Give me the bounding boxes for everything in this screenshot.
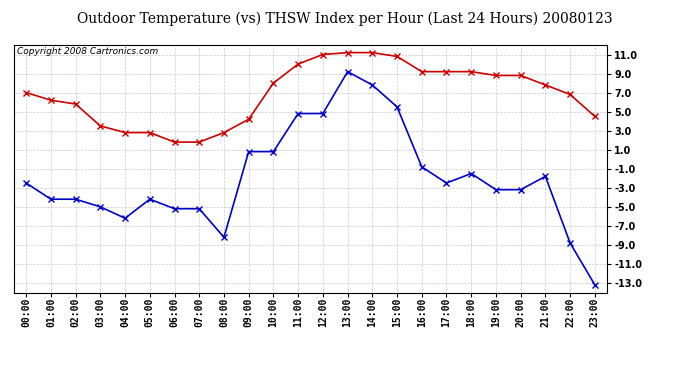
Text: Outdoor Temperature (vs) THSW Index per Hour (Last 24 Hours) 20080123: Outdoor Temperature (vs) THSW Index per … [77,11,613,26]
Text: Copyright 2008 Cartronics.com: Copyright 2008 Cartronics.com [17,48,158,57]
